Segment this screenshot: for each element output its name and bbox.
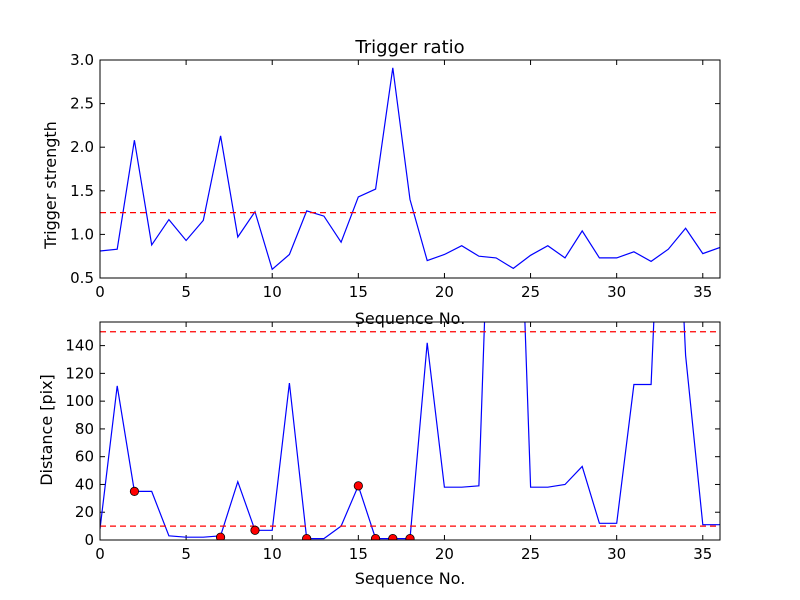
data-point-marker (353, 481, 363, 491)
chart-title: Trigger ratio (354, 37, 464, 58)
x-tick-label: 30 (607, 283, 626, 301)
y-tick-label: 120 (65, 364, 94, 382)
x-tick-label: 0 (95, 545, 105, 563)
y-tick-label: 2.5 (70, 95, 94, 113)
series-line (100, 67, 720, 271)
x-tick-label: 35 (693, 283, 712, 301)
x-tick-label: 15 (349, 545, 368, 563)
x-tick-label: 0 (95, 283, 105, 301)
y-tick-label: 3.0 (70, 51, 94, 69)
plot-frame (99, 321, 721, 541)
plot-area: 0 5 10 15 20 25 30 35 0 20 40 60 80 100 120 140 (65, 322, 720, 563)
x-tick-label: 15 (349, 283, 368, 301)
plot-content (100, 322, 720, 540)
y-tick-label: 140 (65, 337, 94, 355)
plot-area: 0 5 10 15 20 25 30 35 0.5 1.0 1.5 2.0 2.5 3.0 (70, 51, 720, 301)
x-axis-label: Sequence No. (355, 309, 466, 328)
y-tick-label: 60 (75, 448, 94, 466)
y-tick-label: 2.0 (70, 138, 94, 156)
plot-frame (99, 59, 721, 279)
x-tick-label: 30 (607, 545, 626, 563)
x-axis-label: Sequence No. (355, 569, 466, 588)
x-tick-label: 5 (181, 545, 191, 563)
data-point-marker (388, 534, 398, 540)
y-axis-label: Distance [pix] (37, 374, 56, 486)
y-tick-label: 1.0 (70, 225, 94, 243)
data-point-marker (405, 534, 415, 540)
y-tick-label: 40 (75, 475, 94, 493)
x-tick-label: 5 (181, 283, 191, 301)
data-point-marker (129, 486, 140, 497)
x-tick-label: 20 (435, 283, 454, 301)
distance-chart: Distance [pix] Sequence No. 0 5 10 15 20 25 30… (37, 321, 721, 588)
y-tick-label: 20 (75, 503, 94, 521)
y-tick-label: 1.5 (70, 182, 94, 200)
y-tick-label: 0 (84, 531, 94, 549)
x-tick-label: 25 (521, 545, 540, 563)
y-tick-label: 100 (65, 392, 94, 410)
x-tick-label: 35 (693, 545, 712, 563)
y-axis-label: Trigger strength (41, 121, 60, 250)
data-point-marker (302, 534, 312, 540)
data-point-marker (370, 534, 381, 540)
x-tick-label: 10 (263, 545, 282, 563)
trigger-ratio-chart: Trigger ratio Trigger strength Sequence … (41, 37, 721, 328)
x-tick-label: 25 (521, 283, 540, 301)
y-tick-label: 80 (75, 420, 94, 438)
data-point-marker (250, 525, 260, 535)
x-tick-label: 20 (435, 545, 454, 563)
plot-content (100, 67, 720, 271)
data-point-marker (215, 532, 226, 540)
y-tick-label: 0.5 (70, 269, 94, 287)
x-tick-label: 10 (263, 283, 282, 301)
